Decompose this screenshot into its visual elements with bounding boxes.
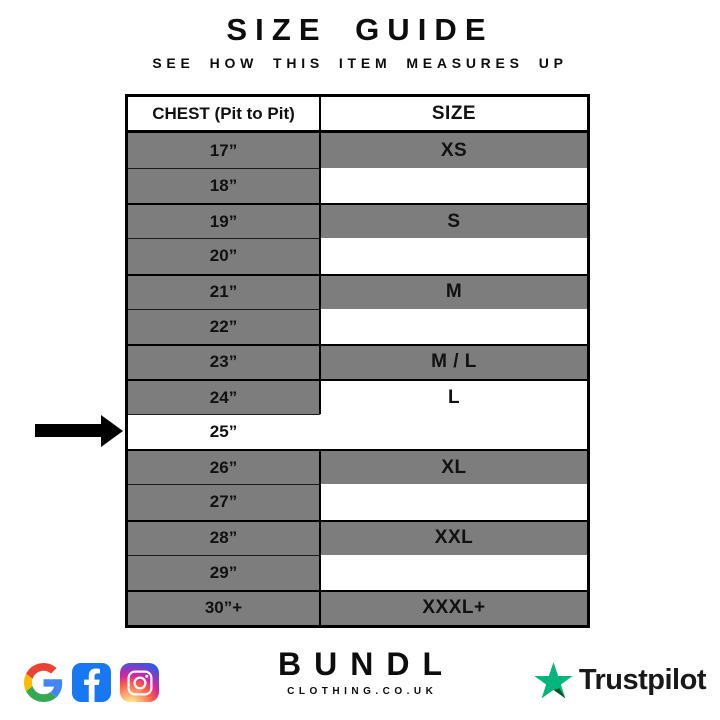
highlight-arrow-icon — [35, 414, 123, 447]
brand-logo: BUNDL CLOTHING.CO.UK — [278, 646, 442, 697]
chest-cell-28: 28” — [128, 519, 321, 555]
size-cell-m: M — [321, 273, 587, 309]
brand-tagline: CLOTHING.CO.UK — [287, 686, 438, 697]
facebook-icon — [72, 663, 111, 702]
size-cell-xxxl: XXXL+ — [321, 589, 587, 625]
trustpilot-logo: Trustpilot — [534, 661, 707, 699]
instagram-icon — [120, 663, 159, 702]
chest-cell-17: 17” — [128, 133, 321, 169]
column-header-chest: CHEST (Pit to Pit) — [128, 97, 321, 133]
chest-cell-19: 19” — [128, 203, 321, 239]
page-title: SIZE GUIDE — [226, 12, 494, 47]
page-subtitle: SEE HOW THIS ITEM MEASURES UP — [152, 55, 568, 71]
chest-cell-20: 20” — [128, 238, 321, 274]
chest-cell-27: 27” — [128, 484, 321, 520]
trustpilot-label: Trustpilot — [578, 663, 707, 696]
chest-cell-23: 23” — [128, 343, 321, 379]
chest-cell-24: 24” — [128, 378, 321, 415]
trustpilot-star-icon — [534, 661, 573, 699]
social-icons — [24, 663, 159, 702]
chest-cell-21: 21” — [128, 273, 321, 309]
size-cell-l-highlighted: L — [321, 378, 587, 415]
chest-cell-26: 26” — [128, 449, 321, 485]
chest-cell-22: 22” — [128, 308, 321, 344]
size-cell-xxl: XXL — [321, 519, 587, 555]
size-cell-xl: XL — [321, 449, 587, 485]
google-icon — [24, 663, 63, 702]
chest-cell-29: 29” — [128, 554, 321, 590]
size-cell-xs: XS — [321, 133, 587, 169]
chest-cell-18: 18” — [128, 168, 321, 204]
column-header-size: SIZE — [321, 97, 587, 133]
arrow-head — [101, 414, 123, 447]
size-cell-s: S — [321, 203, 587, 239]
size-cell-m-l: M / L — [321, 343, 587, 379]
chest-cell-25-highlighted: 25” — [128, 414, 321, 450]
brand-name: BUNDL — [278, 646, 455, 682]
arrow-shaft — [35, 424, 101, 437]
size-guide-table: CHEST (Pit to Pit) SIZE 17” XS 18” 19” S… — [125, 94, 590, 628]
chest-cell-30plus: 30”+ — [128, 589, 321, 625]
